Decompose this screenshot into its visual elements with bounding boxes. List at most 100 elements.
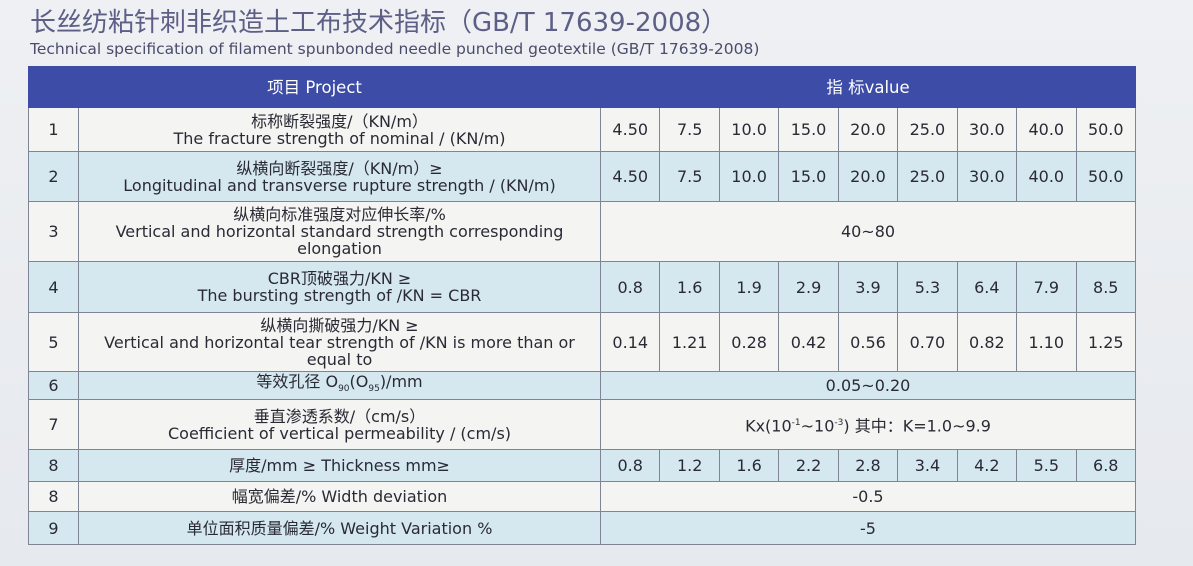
value-span: 40~80 (600, 201, 1136, 262)
value-cell: 15.0 (778, 107, 839, 152)
text-part: 等效孔径 O (256, 371, 339, 391)
row-label: 纵横向标准强度对应伸长率/% Vertical and horizontal st… (77, 201, 602, 262)
value-cell: 1.25 (1075, 312, 1137, 372)
value-cell: 1.9 (718, 261, 780, 313)
label-en: Coefficient of vertical permeability / (… (167, 423, 512, 443)
row-number: 1 (28, 107, 79, 152)
value-cell: 3.4 (897, 449, 958, 482)
label-en: Vertical and horizontal standard strengt… (115, 222, 564, 258)
value-cell: 5.3 (897, 261, 958, 313)
value-cell: 15.0 (778, 151, 839, 202)
label-cn: 纵横向撕破强力/KN ≥ (260, 315, 419, 335)
value-cell: 10.0 (718, 107, 780, 152)
value-cell: 7.5 (659, 107, 720, 152)
value-cell: 1.6 (659, 261, 720, 313)
text-part: Kx(10 (745, 416, 792, 436)
value-cell: 20.0 (837, 107, 899, 152)
row-label: 等效孔径 O90(O95)/mm (77, 371, 602, 400)
text-part: 90 (338, 384, 350, 395)
value-cell: 50.0 (1075, 151, 1137, 202)
value-cell: 1.21 (659, 312, 720, 372)
label-cn: CBR顶破强力/KN ≥ (267, 269, 412, 288)
row-number: 9 (28, 511, 79, 545)
table-row: 4 CBR顶破强力/KN ≥ The bursting strength of /K… (28, 261, 1137, 313)
value-cell: 40.0 (1016, 151, 1077, 202)
value-cell: 1.10 (1016, 312, 1077, 372)
value-cell: 6.4 (956, 261, 1018, 313)
table-row: 1 标称断裂强度/（KN/m） The fracture strength of n… (28, 107, 1137, 152)
text-part: )/mm (379, 371, 423, 391)
value-cell: 0.70 (897, 312, 958, 372)
label-en: Vertical and horizontal tear strength of… (104, 332, 575, 369)
header-value: 指 标value (600, 66, 1136, 108)
text-part: -1 (791, 417, 801, 428)
value-span: -0.5 (600, 481, 1136, 512)
row-label: 标称断裂强度/（KN/m） The fracture strength of no… (77, 107, 602, 152)
value-cell: 2.2 (778, 449, 839, 482)
value-cell: 2.8 (837, 449, 899, 482)
table-row: 8 厚度/mm ≥ Thickness mm≥ 0.8 1.2 1.6 2.2 2.8 3.4… (28, 449, 1137, 482)
row-number: 7 (28, 399, 79, 450)
value-cell: 4.2 (956, 449, 1018, 482)
value-cell: 0.8 (600, 449, 661, 482)
value-cell: 2.9 (778, 261, 839, 313)
value-cell: 30.0 (956, 151, 1018, 202)
text-part: ) 其中：K=1.0~9.9 (843, 416, 991, 436)
page-title: 长丝纺粘针刺非织造土工布技术指标（GB/T 17639-2008） (30, 8, 728, 38)
page-subtitle: Technical specification of filament spun… (30, 40, 760, 58)
text-part: ~10 (800, 416, 835, 436)
text-part: -3 (834, 417, 844, 428)
value-cell: 1.2 (659, 449, 720, 482)
label-en: Longitudinal and transverse rupture stre… (123, 175, 556, 195)
value-span: Kx(10-1~10-3) 其中：K=1.0~9.9 (600, 399, 1136, 450)
value-cell: 40.0 (1016, 107, 1077, 152)
value-cell: 20.0 (837, 151, 899, 202)
table-row: 6 等效孔径 O90(O95)/mm 0.05~0.20 (28, 371, 1136, 400)
label-cn: 纵横向标准强度对应伸长率/% (233, 205, 446, 224)
table-row: 8 幅宽偏差/% Width deviation -0.5 (28, 481, 1136, 512)
value-cell: 25.0 (897, 107, 958, 152)
row-number: 5 (28, 312, 79, 372)
value-cell: 0.28 (718, 312, 780, 372)
value-cell: 8.5 (1075, 261, 1137, 313)
value-cell: 3.9 (837, 261, 899, 313)
row-number: 4 (28, 261, 79, 313)
value-span: 0.05~0.20 (600, 371, 1136, 400)
header-project: 项目 Project (27, 66, 602, 108)
value-cell: 7.9 (1016, 261, 1077, 313)
label-en: The fracture strength of nominal / (KN/m… (173, 128, 506, 148)
row-label: 幅宽偏差/% Width deviation (77, 481, 602, 512)
row-label: CBR顶破强力/KN ≥ The bursting strength of /KN… (77, 261, 602, 313)
value-cell: 0.42 (778, 312, 839, 372)
table-row: 5 纵横向撕破强力/KN ≥ Vertical and horizontal tea… (28, 312, 1137, 372)
row-number: 8 (28, 449, 79, 482)
value-cell: 0.82 (956, 312, 1018, 372)
row-label: 厚度/mm ≥ Thickness mm≥ (77, 449, 602, 482)
value-cell: 0.14 (600, 312, 661, 372)
value-cell: 5.5 (1016, 449, 1077, 482)
table-row: 9 单位面积质量偏差/% Weight Variation % -5 (28, 511, 1136, 545)
row-label: 垂直渗透系数/（cm/s） Coefficient of vertical per… (77, 399, 602, 450)
value-cell: 30.0 (956, 107, 1018, 152)
value-cell: 50.0 (1075, 107, 1137, 152)
row-number: 2 (28, 151, 79, 202)
value-span: -5 (600, 511, 1136, 545)
table-header: 项目 Project 指 标value (27, 66, 1136, 108)
row-label: 单位面积质量偏差/% Weight Variation % (77, 511, 602, 545)
row-number: 3 (28, 201, 79, 262)
text-part: (O (349, 371, 369, 391)
row-label: 纵横向断裂强度/（KN/m）≥ Longitudinal and transver… (77, 151, 602, 202)
table-row: 7 垂直渗透系数/（cm/s） Coefficient of vertical pe… (28, 399, 1136, 450)
text-part: 95 (368, 384, 380, 395)
row-label: 纵横向撕破强力/KN ≥ Vertical and horizontal tear… (77, 312, 602, 372)
value-cell: 7.5 (659, 151, 720, 202)
table-row: 3 纵横向标准强度对应伸长率/% Vertical and horizontal s… (28, 201, 1136, 262)
label-cn: 垂直渗透系数/（cm/s） (253, 406, 426, 426)
value-cell: 4.50 (600, 107, 661, 152)
label-cn: 标称断裂强度/（KN/m） (251, 111, 428, 131)
value-cell: 1.6 (718, 449, 780, 482)
spec-table: 项目 Project 指 标value 1 标称断裂强度/（KN/m） The fr… (27, 66, 1137, 545)
value-cell: 6.8 (1075, 449, 1137, 482)
table-row: 2 纵横向断裂强度/（KN/m）≥ Longitudinal and transve… (28, 151, 1137, 202)
row-number: 8 (28, 481, 79, 512)
